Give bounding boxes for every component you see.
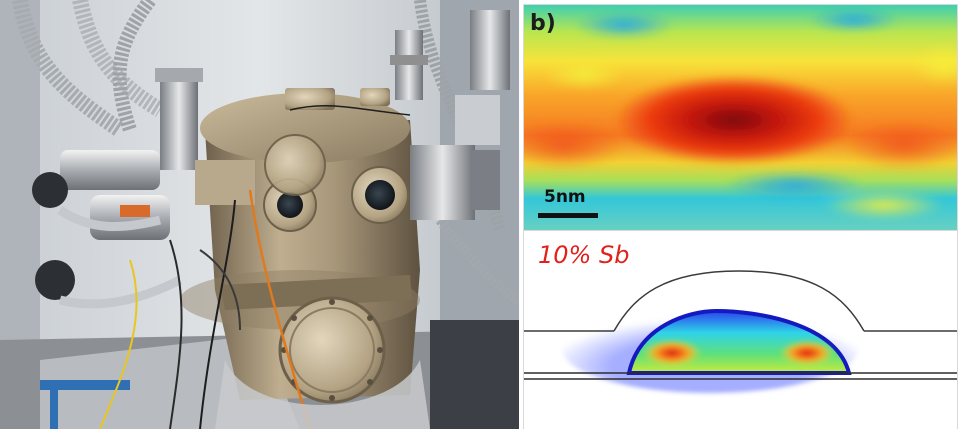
composition-label: 10% Sb: [538, 241, 630, 269]
vacuum-chamber-photo: [0, 0, 519, 429]
scale-bar: [538, 213, 598, 218]
panel-b-heatmap: b) 5nm: [523, 4, 958, 231]
panel-simulation-diagram: 10% Sb: [523, 231, 958, 429]
panel-label: b): [530, 11, 556, 36]
heatmap-image: [524, 5, 957, 230]
scale-bar-label: 5nm: [544, 187, 586, 207]
nanoparticle-diagram: [524, 270, 957, 393]
